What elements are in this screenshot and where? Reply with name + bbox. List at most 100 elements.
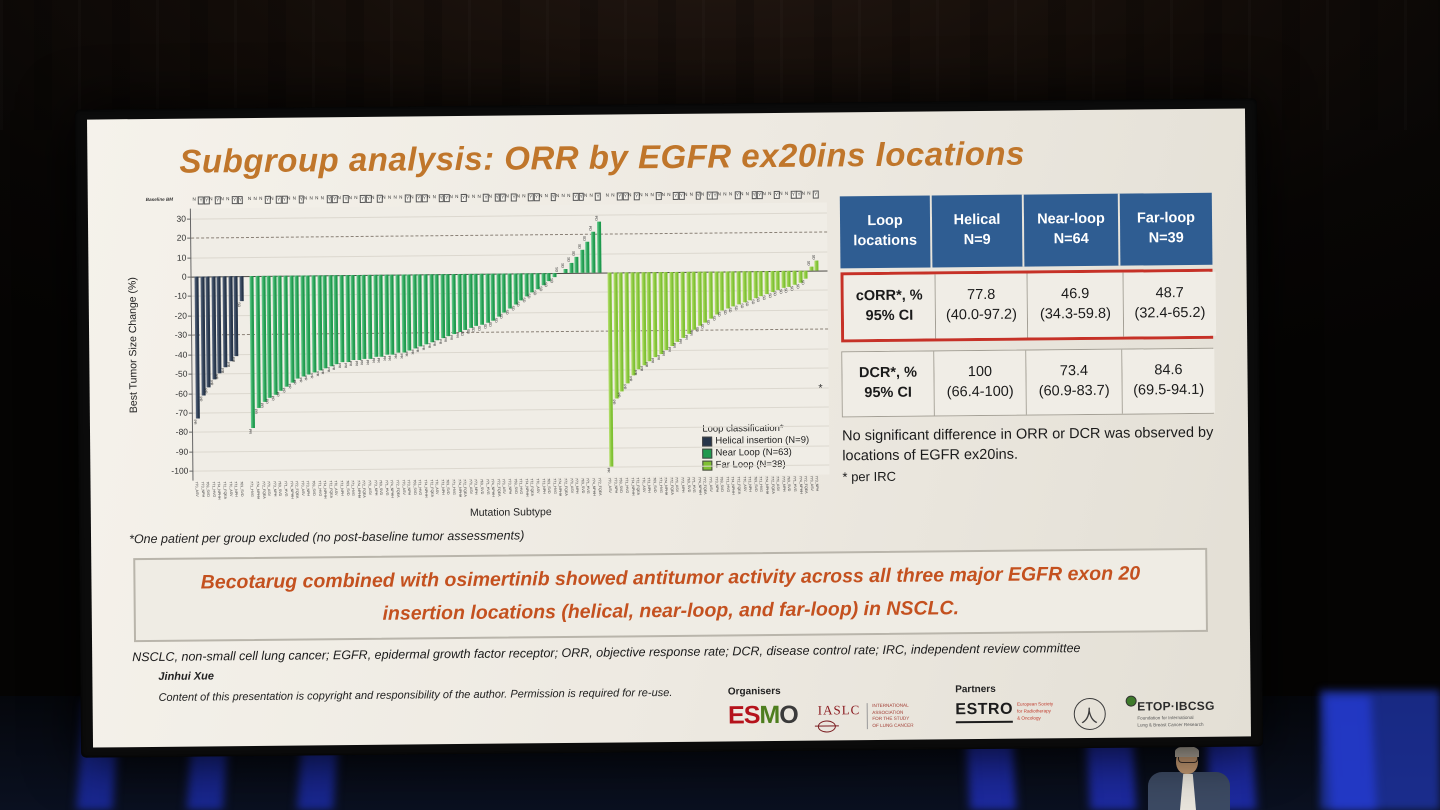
x-tick-label: 773_NPH	[272, 480, 277, 497]
baseline-bm-flag: N	[745, 191, 749, 197]
x-tick-label: 769_SVD	[753, 476, 758, 492]
bar-response-label: PR	[354, 361, 359, 367]
legend-swatch	[702, 448, 713, 459]
x-tick-label: 770_ASV	[501, 478, 507, 494]
x-tick-label: 773_NPH	[473, 478, 479, 495]
waterfall-bar	[233, 276, 239, 356]
bar-response-label: PR	[315, 371, 320, 377]
waterfall-bar	[211, 276, 217, 380]
y-tick-label: -50	[175, 368, 188, 379]
x-tick-label: 770_ASV	[333, 480, 339, 496]
esmo-letter: S	[743, 701, 760, 730]
x-tick-label: 771_HVG	[451, 479, 457, 496]
bar-response-label: SD	[761, 295, 766, 301]
iaslc-globe-icon	[817, 720, 836, 733]
x-tick-label: 771_HVG	[518, 478, 524, 495]
x-tick-label: 770_ASV	[809, 475, 814, 491]
waterfall-bar	[451, 274, 457, 335]
bar-response-label: PR	[220, 368, 225, 374]
x-tick-label: 774_NPHH	[798, 475, 803, 495]
bar-response-label: PR	[231, 356, 236, 362]
bar-response-label: PR	[415, 347, 420, 353]
waterfall-bar	[479, 273, 484, 325]
bar-response-label: PR	[410, 349, 415, 355]
x-tick-label: 771_HVG	[658, 477, 663, 494]
y-tick-mark	[188, 334, 193, 336]
x-tick-label: 770_ASV	[535, 478, 541, 494]
abbreviations: NSCLC, non-small cell lung cancer; EGFR,…	[132, 641, 1081, 665]
waterfall-bar	[384, 274, 390, 355]
baseline-bm-flag: N	[432, 194, 437, 200]
y-tick-mark	[188, 354, 193, 356]
x-tick-label: 773_NPH	[541, 478, 546, 494]
baseline-bm-flag: N	[488, 193, 493, 199]
x-tick-label: 774_NPHH	[423, 479, 429, 498]
y-tick-label: -80	[175, 427, 189, 438]
waterfall-bar	[395, 274, 401, 353]
waterfall-bar	[580, 249, 585, 273]
bar-response-label: SD	[471, 327, 476, 333]
y-tick-mark	[187, 257, 192, 259]
bar-response-label: PR	[398, 353, 404, 359]
x-tick-label: 774_NPHH	[322, 480, 328, 499]
waterfall-bar	[205, 276, 211, 388]
x-tick-label: 774_NPHH	[216, 481, 222, 500]
bar-response-label: PR	[365, 359, 370, 365]
x-tick-label: 769_SVD	[277, 480, 283, 497]
bar-response-label: SD	[767, 293, 772, 299]
x-tick-label: 772_FQEA	[702, 476, 708, 495]
copyright-notice: Content of this presentation is copyrigh…	[158, 687, 673, 705]
bar-response-label: PR	[259, 403, 264, 409]
x-tick-label: 772_FQEA	[736, 476, 742, 495]
bar-response-label: PR	[454, 333, 459, 339]
x-tick-label: 773_NPH	[613, 477, 618, 494]
esmo-letter: O	[779, 701, 798, 730]
x-tick-label: 772_FQEA	[222, 481, 228, 500]
bar-response-label: SD	[750, 299, 755, 305]
bar-response-label: SD	[543, 281, 549, 288]
x-tick-label: 770_ASV	[367, 479, 373, 496]
waterfall-bar	[417, 274, 423, 347]
baseline-bm-flag: N	[723, 191, 727, 197]
table-cell: 77.8 (40.0-97.2)	[935, 273, 1029, 339]
bar-response-label: PR	[331, 365, 336, 371]
baseline-bm-flag: N	[270, 195, 274, 201]
waterfall-bar	[786, 270, 792, 287]
x-tick-label: 769_SVD	[311, 480, 317, 496]
baseline-bm-flag: N	[471, 193, 476, 199]
x-tick-label: 769_SVD	[445, 479, 451, 495]
waterfall-bar	[674, 271, 680, 342]
y-tick-mark	[189, 451, 194, 453]
x-tick-label: 769_SVD	[618, 477, 624, 493]
x-tick-label: 772_FQEA	[597, 477, 602, 496]
waterfall-bar	[300, 275, 306, 377]
table-header-cell: Near-loop N=64	[1023, 193, 1121, 267]
x-tick-label: 772_FQEA	[395, 479, 401, 498]
baseline-bm-flag: N	[209, 196, 213, 202]
dcr-row-box: DCR*, % 95% CI 100 (66.4-100) 73.4 (60.9…	[841, 347, 1215, 418]
y-tick-label: -100	[171, 465, 189, 477]
bar-response-label: PR	[421, 345, 426, 351]
waterfall-bar	[434, 274, 440, 341]
x-tick-label: 774_NPHH	[255, 480, 261, 500]
x-tick-label: 769_SVD	[412, 479, 417, 495]
x-tick-label: 770_ASV	[228, 481, 233, 497]
x-tick-label: 773_NPH	[680, 476, 686, 493]
bar-response-label: SD	[504, 309, 510, 315]
x-tick-label: 774_NPHH	[730, 476, 736, 495]
x-tick-label: 770_ASV	[569, 477, 574, 494]
x-tick-label: 771_HVG	[249, 480, 255, 497]
waterfall-bar	[563, 269, 568, 273]
baseline-bm-flag: N	[259, 195, 263, 201]
baseline-bm-flag: N	[393, 194, 397, 200]
baseline-bm-flag: N	[539, 193, 543, 199]
bar-response-label: PR	[611, 399, 616, 405]
baseline-bm-flag: N	[337, 195, 341, 201]
bar-response-label: PR	[348, 361, 353, 367]
bar-response-label: SD	[700, 323, 705, 329]
waterfall-bar	[770, 270, 775, 293]
x-tick-label: 773_NPH	[646, 477, 652, 493]
baseline-bm-flag: Y	[595, 192, 601, 201]
y-tick-label: 20	[176, 232, 187, 243]
